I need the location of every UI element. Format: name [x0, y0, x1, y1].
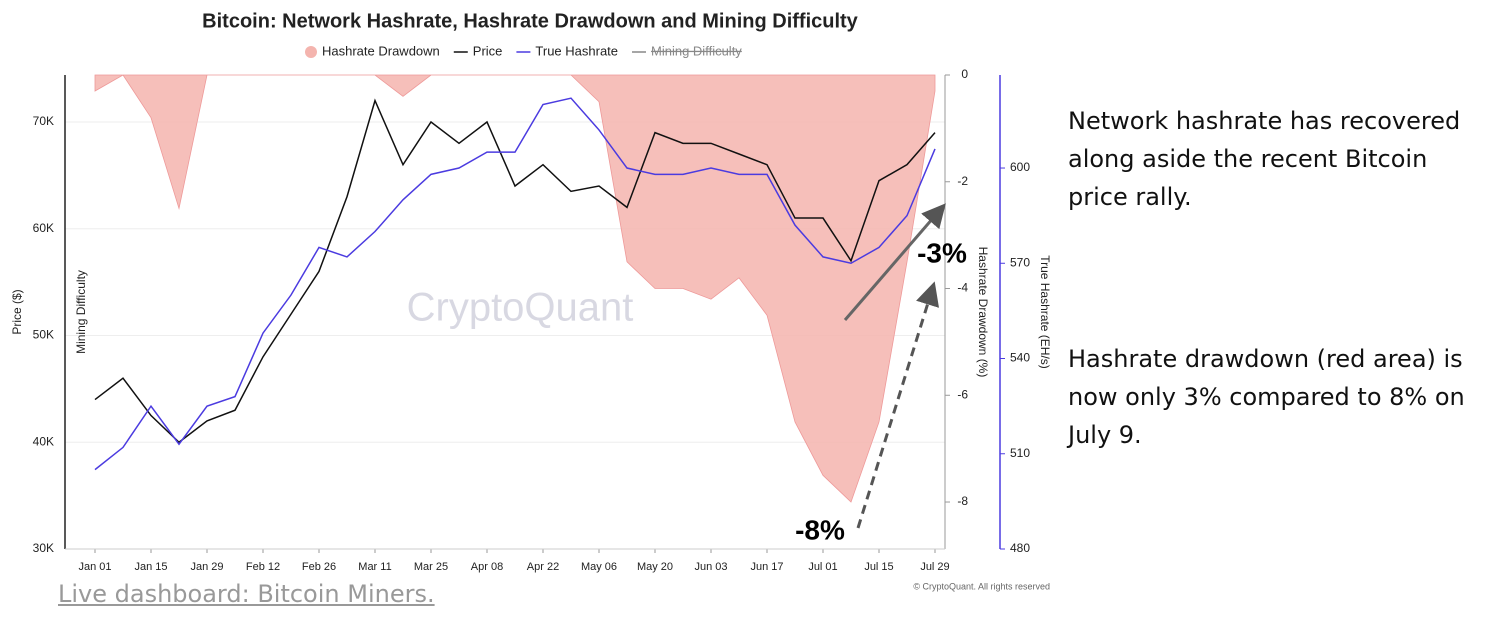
x-tick-label: Jun 17: [750, 561, 783, 573]
x-tick-label: Jan 29: [190, 561, 223, 573]
dashboard-link[interactable]: Live dashboard: Bitcoin Miners.: [58, 580, 435, 608]
x-tick-label: Jan 15: [134, 561, 167, 573]
x-tick-label: Feb 12: [246, 561, 280, 573]
x-tick-label: Jul 15: [864, 561, 893, 573]
x-tick-label: Apr 22: [527, 561, 559, 573]
y2-tick-label: 540: [1010, 351, 1030, 365]
drawdown-area: [94, 74, 936, 503]
legend-label: Mining Difficulty: [651, 43, 742, 58]
x-tick-label: Jul 01: [808, 561, 837, 573]
x-tick-label: May 20: [637, 561, 673, 573]
legend-item: Mining Difficulty: [632, 43, 742, 58]
y3-tick-label: -8: [957, 494, 968, 508]
arrow: [843, 203, 946, 321]
legend-label: Price: [473, 43, 503, 58]
series-line: [94, 98, 936, 444]
y3-tick-label: -4: [957, 281, 968, 295]
x-tick-label: Jul 29: [920, 561, 949, 573]
y-tick-label: 40K: [33, 434, 54, 448]
x-tick-label: Mar 11: [358, 561, 391, 573]
legend-label: True Hashrate: [535, 43, 618, 58]
watermark: CryptoQuant: [407, 286, 634, 330]
series-line: [94, 97, 936, 471]
legend-label: Hashrate Drawdown: [322, 43, 440, 58]
y-tick-label: 70K: [33, 114, 54, 128]
y-axis-label: Mining Difficulty: [74, 270, 88, 354]
x-tick-label: Feb 26: [302, 561, 336, 573]
y2-tick-label: 600: [1010, 160, 1030, 174]
copyright: © CryptoQuant. All rights reserved: [913, 581, 1050, 591]
x-tick-label: Apr 08: [471, 561, 503, 573]
y3-tick-label: 0: [961, 67, 968, 81]
note: Network hashrate has recovered along asi…: [1068, 107, 1461, 211]
y3-tick-label: -2: [957, 174, 968, 188]
chart: Bitcoin: Network Hashrate, Hashrate Draw…: [10, 10, 1052, 591]
y3-tick-label: -6: [957, 387, 968, 401]
legend-item: Price: [453, 43, 503, 58]
x-tick-label: Jan 01: [78, 561, 111, 573]
chart-title: Bitcoin: Network Hashrate, Hashrate Draw…: [202, 10, 859, 32]
y-tick-label: 50K: [33, 328, 54, 342]
y2-tick-label: 570: [1010, 255, 1030, 269]
annotation: -8%: [795, 514, 845, 545]
y2-axis-label: True Hashrate (EH/s): [1038, 255, 1052, 369]
x-tick-label: Mar 25: [414, 561, 448, 573]
legend-swatch: [305, 46, 317, 58]
note: Hashrate drawdown (red area) is now only…: [1068, 345, 1465, 449]
x-tick-label: Jun 03: [694, 561, 727, 573]
y-tick-label: 30K: [33, 541, 54, 555]
y-axis-label: Price ($): [10, 289, 24, 334]
annotation: -3%: [917, 237, 967, 268]
y-tick-label: 60K: [33, 221, 54, 235]
y2-tick-label: 510: [1010, 446, 1030, 460]
y3-axis-label: Hashrate Drawdown (%): [976, 247, 990, 378]
legend-item: Hashrate Drawdown: [305, 43, 440, 58]
arrow: [856, 281, 940, 529]
x-tick-label: May 06: [581, 561, 617, 573]
legend-item: True Hashrate: [516, 43, 618, 58]
y2-tick-label: 480: [1010, 541, 1030, 555]
